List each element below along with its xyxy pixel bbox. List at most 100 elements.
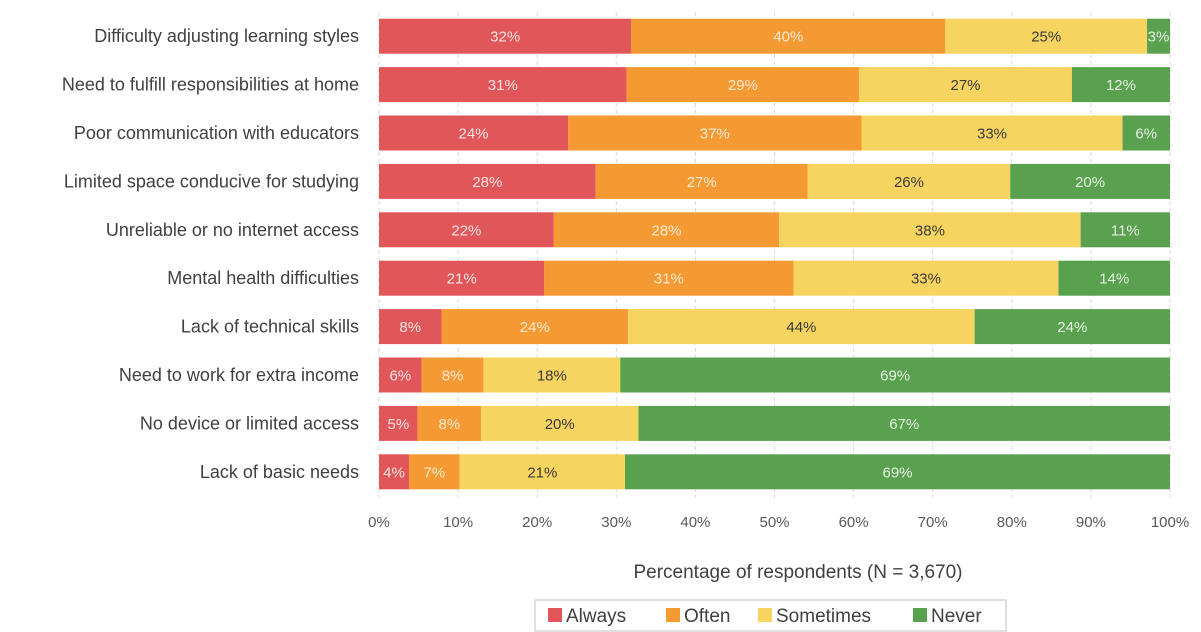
x-axis-title: Percentage of respondents (N = 3,670) xyxy=(633,562,962,583)
bar-segment-often xyxy=(631,18,946,54)
bar-segment-never xyxy=(1071,67,1170,103)
data-label: 40% xyxy=(773,29,803,46)
data-label: 21% xyxy=(527,464,557,481)
data-label: 11% xyxy=(1111,222,1140,239)
category-label: Limited space conducive for studying xyxy=(64,171,359,191)
data-label: 44% xyxy=(786,319,816,336)
data-label: 20% xyxy=(1075,174,1105,191)
data-label: 24% xyxy=(459,126,489,143)
x-tick-label: 70% xyxy=(918,514,948,531)
bar-segment-often xyxy=(409,454,460,490)
bar-segment-never xyxy=(1147,18,1170,54)
data-label: 29% xyxy=(728,77,758,94)
data-label: 28% xyxy=(652,222,682,239)
legend-label: Never xyxy=(931,606,982,627)
x-tick-label: 90% xyxy=(1076,514,1106,531)
data-label: 26% xyxy=(894,174,924,191)
data-label: 8% xyxy=(442,368,464,385)
data-label: 27% xyxy=(687,174,717,191)
data-label: 6% xyxy=(390,368,412,385)
category-labels: Difficulty adjusting learning styles Need… xyxy=(62,26,359,482)
legend-swatch xyxy=(758,608,772,622)
bar-segment-always xyxy=(379,212,554,248)
data-label: 20% xyxy=(545,416,575,433)
x-tick-label: 100% xyxy=(1151,514,1189,531)
data-label: 25% xyxy=(1031,29,1061,46)
bar-segment-never xyxy=(974,309,1170,345)
bar-segment-often xyxy=(544,260,794,296)
data-label: 14% xyxy=(1099,271,1129,288)
data-label: 31% xyxy=(488,77,518,94)
x-tick-label: 40% xyxy=(680,514,710,531)
legend-label: Always xyxy=(566,606,626,627)
bar-segment-often xyxy=(417,405,482,441)
x-tick-label: 50% xyxy=(759,514,789,531)
bar-segment-sometimes xyxy=(483,357,621,393)
data-label: 33% xyxy=(911,271,941,288)
bar-segment-sometimes xyxy=(628,309,975,345)
bar-segment-never xyxy=(620,357,1170,393)
bar-segment-sometimes xyxy=(861,115,1123,151)
data-label: 12% xyxy=(1106,77,1136,94)
data-label: 31% xyxy=(654,271,684,288)
bar-segment-always xyxy=(379,405,418,441)
bar-segment-sometimes xyxy=(481,405,639,441)
bar-segment-never xyxy=(625,454,1170,490)
data-label: 8% xyxy=(439,416,461,433)
bar-segment-often xyxy=(568,115,862,151)
bar-segment-always xyxy=(379,309,442,345)
x-tick-label: 30% xyxy=(601,514,631,531)
data-label: 22% xyxy=(451,222,481,239)
bar-segment-sometimes xyxy=(459,454,626,490)
category-label: Unreliable or no internet access xyxy=(106,220,359,240)
category-label: No device or limited access xyxy=(140,413,359,433)
bar-segment-always xyxy=(379,163,596,199)
bar-segment-often xyxy=(441,309,629,345)
x-tick-label: 80% xyxy=(997,514,1027,531)
bar-segment-sometimes xyxy=(779,212,1081,248)
bar-segment-never xyxy=(1058,260,1170,296)
bar-segment-often xyxy=(421,357,484,393)
bar-segment-always xyxy=(379,18,632,54)
data-label: 33% xyxy=(977,126,1007,143)
category-label: Need to fulfill responsibilities at home xyxy=(62,75,359,95)
bar-segment-sometimes xyxy=(807,163,1011,199)
category-label: Mental health difficulties xyxy=(167,268,359,288)
data-label: 3% xyxy=(1148,29,1170,46)
data-label: 69% xyxy=(882,464,912,481)
legend-swatch xyxy=(548,608,562,622)
data-label: 18% xyxy=(537,368,567,385)
data-label: 21% xyxy=(447,271,477,288)
data-label: 69% xyxy=(880,368,910,385)
data-label: 8% xyxy=(399,319,421,336)
bar-segment-sometimes xyxy=(945,18,1148,54)
category-label: Poor communication with educators xyxy=(74,123,359,143)
legend-label: Sometimes xyxy=(776,606,871,627)
bar-segment-always xyxy=(379,454,410,490)
bar-segment-never xyxy=(638,405,1170,441)
bar-segment-sometimes xyxy=(793,260,1059,296)
bar-segment-always xyxy=(379,115,569,151)
data-label: 38% xyxy=(915,222,945,239)
bar-segment-often xyxy=(553,212,780,248)
data-label: 67% xyxy=(889,416,919,433)
legend-label: Often xyxy=(684,606,730,627)
bar-segment-always xyxy=(379,67,627,103)
data-label: 24% xyxy=(1057,319,1087,336)
bar-segment-sometimes xyxy=(859,67,1072,103)
bar-segment-always xyxy=(379,260,545,296)
data-label: 7% xyxy=(424,464,446,481)
data-label: 28% xyxy=(472,174,502,191)
bar-segment-always xyxy=(379,357,422,393)
x-tick-labels: 0% 10% 20% 30% 40% 50% 60% 70% 80% 90% 100% xyxy=(368,514,1189,531)
bars: 32% 40% 25% 3% 31% 29% 27% 12% 24% 37% 33% 6% 28% 27%… xyxy=(379,18,1170,490)
category-label: Need to work for extra income xyxy=(119,365,359,385)
data-label: 27% xyxy=(951,77,981,94)
data-label: 6% xyxy=(1135,126,1157,143)
category-label: Lack of technical skills xyxy=(181,317,359,337)
data-label: 4% xyxy=(383,464,405,481)
category-label: Lack of basic needs xyxy=(200,462,359,482)
x-tick-label: 20% xyxy=(522,514,552,531)
legend: Always Often Sometimes Never xyxy=(534,599,1007,632)
